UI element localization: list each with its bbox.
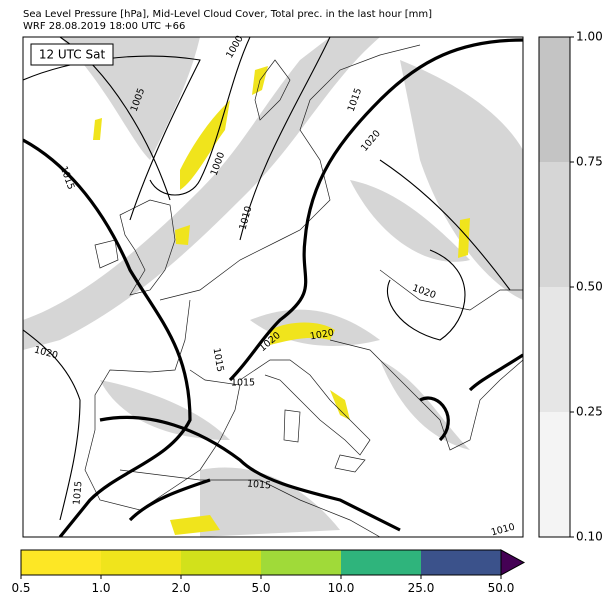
- colorbar-tick-label: 0.5: [11, 581, 30, 595]
- colorbar-tick-label: 1.00: [576, 30, 603, 44]
- colorbar-segment: [181, 550, 261, 575]
- colorbar-segment: [101, 550, 181, 575]
- contour-label: 1015: [71, 480, 84, 505]
- colorbar-segment: [539, 162, 570, 287]
- colorbar-tick-label: 10.0: [328, 581, 355, 595]
- coastlines: [84, 44, 523, 537]
- subtitle-line: WRF 28.08.2019 18:00 UTC +66: [23, 21, 185, 32]
- colorbar-tick-label: 0.10: [576, 530, 603, 544]
- colorbar-segment: [421, 550, 501, 575]
- contour-label: 1015: [246, 478, 271, 491]
- colorbar-tick-label: 25.0: [408, 581, 435, 595]
- contour-label: 1015: [231, 378, 255, 389]
- colorbar-tick-label: 0.75: [576, 155, 603, 169]
- map: [23, 37, 523, 537]
- colorbar-segment: [539, 412, 570, 537]
- map-frame: [22, 36, 524, 538]
- colorbar-tick-label: 5.0: [251, 581, 270, 595]
- contour-label: 1020: [309, 327, 335, 342]
- colorbar-tick-label: 1.0: [91, 581, 110, 595]
- colorbar-segment: [341, 550, 421, 575]
- contour-label: 1015: [210, 347, 225, 373]
- colorbar-tick-label: 2.0: [171, 581, 190, 595]
- colorbar-tick-label: 0.50: [576, 280, 603, 294]
- colorbar-segment: [261, 550, 341, 575]
- colorbar-segment: [539, 287, 570, 412]
- colorbar-tick-label: 50.0: [488, 581, 515, 595]
- time-label: 12 UTC Sat: [39, 48, 106, 62]
- time-box: [30, 43, 114, 66]
- colorbar-tick-label: 0.25: [576, 405, 603, 419]
- colorbar-segment: [539, 37, 570, 162]
- title-line: Sea Level Pressure [hPa], Mid-Level Clou…: [23, 9, 432, 20]
- colorbar-extend: [500, 549, 526, 576]
- colorbar-segment: [21, 550, 101, 575]
